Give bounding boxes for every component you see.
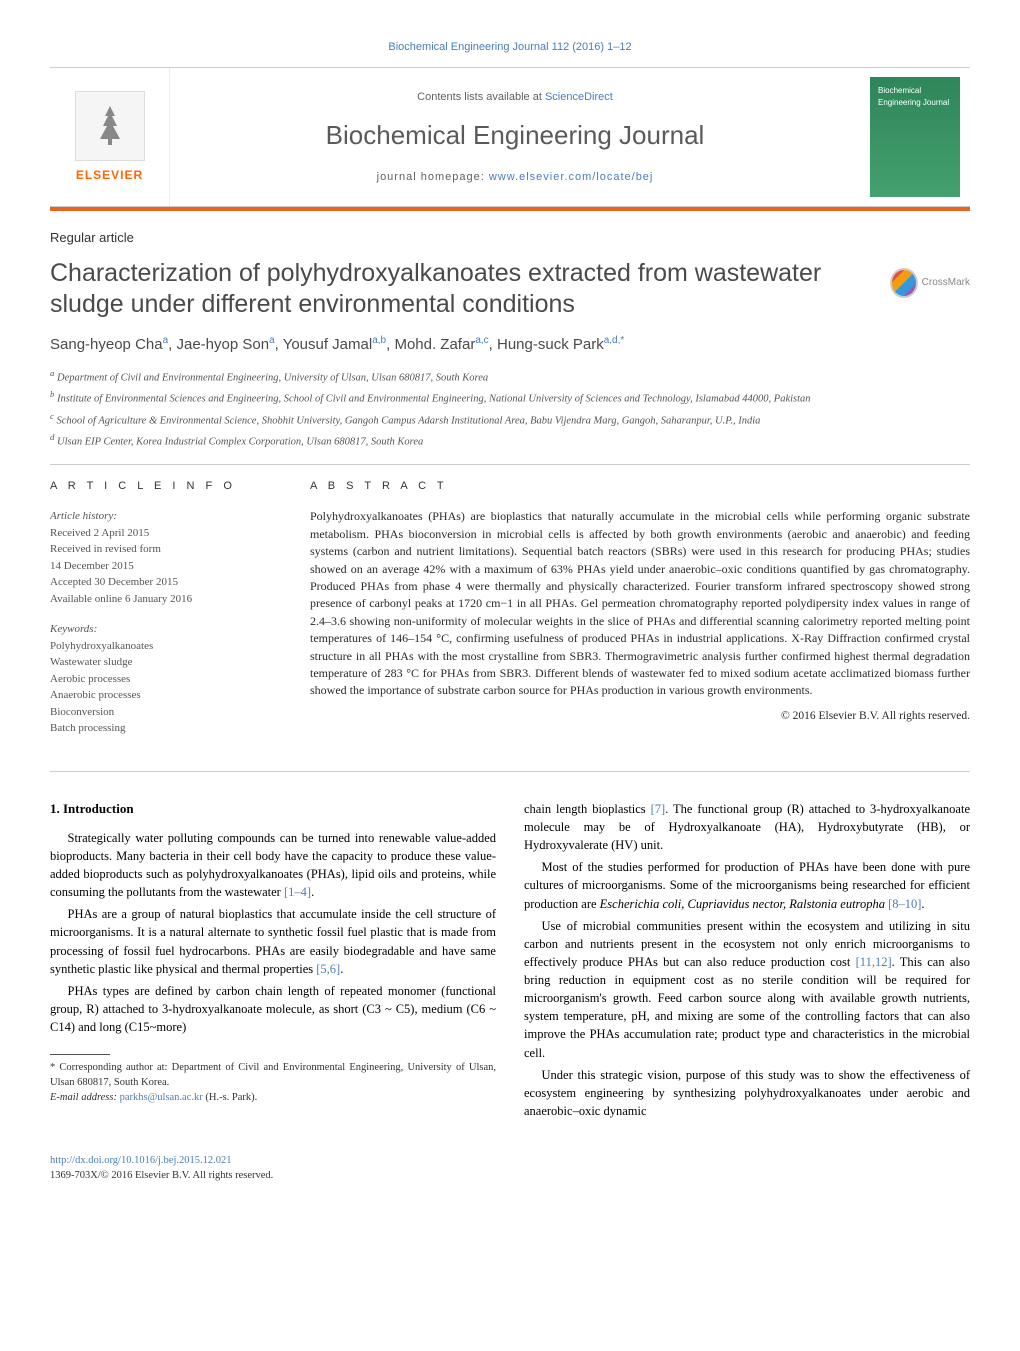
cover-title-text: Biochemical Engineering Journal [878,85,952,107]
citation-link[interactable]: [8–10] [888,897,921,911]
p5-end: . [921,897,924,911]
p2-text: PHAs are a group of natural bioplastics … [50,907,496,975]
orange-separator-rule [50,207,970,211]
contents-pre: Contents lists available at [417,91,545,103]
article-info-column: a r t i c l e i n f o Article history: R… [50,479,280,751]
p2-end: . [340,962,343,976]
email-line: E-mail address: parkhs@ulsan.ac.kr (H.-s… [50,1091,496,1106]
thin-rule-top [50,464,970,465]
citation-link[interactable]: [11,12] [856,955,892,969]
citation-link[interactable]: [7] [651,802,666,816]
affiliation-line: c School of Agriculture & Environmental … [50,410,970,429]
footnotes-block: * Corresponding author at: Department of… [50,1061,496,1105]
article-history-block: Article history: Received 2 April 2015Re… [50,508,280,607]
abstract-copyright: © 2016 Elsevier B.V. All rights reserved… [310,708,970,724]
body-paragraph: PHAs types are defined by carbon chain l… [50,982,496,1036]
body-paragraph: Most of the studies performed for produc… [524,858,970,912]
masthead-cover-block: Biochemical Engineering Journal [860,68,970,206]
header-citation: Biochemical Engineering Journal 112 (201… [50,40,970,55]
crossmark-badge[interactable]: CrossMark [890,258,970,308]
p1-end: . [311,885,314,899]
corresponding-author-note: * Corresponding author at: Department of… [50,1061,496,1090]
history-line: Received in revised form [50,541,280,558]
author-email-link[interactable]: parkhs@ulsan.ac.kr [120,1092,203,1103]
history-line: Received 2 April 2015 [50,525,280,542]
elsevier-tree-icon [75,91,145,161]
affiliation-line: b Institute of Environmental Sciences an… [50,388,970,407]
journal-homepage-link[interactable]: www.elsevier.com/locate/bej [489,171,654,183]
body-text-columns: 1. Introduction Strategically water poll… [50,800,970,1120]
body-paragraph: Strategically water polluting compounds … [50,829,496,902]
thin-rule-bottom [50,771,970,772]
affiliations-block: a Department of Civil and Environmental … [50,367,970,450]
author-list: Sang-hyeop Chaa, Jae-hyop Sona, Yousuf J… [50,334,970,355]
article-title: Characterization of polyhydroxyalkanoate… [50,258,870,321]
affiliation-line: a Department of Civil and Environmental … [50,367,970,386]
abstract-text: Polyhydroxyalkanoates (PHAs) are bioplas… [310,508,970,699]
article-type-label: Regular article [50,229,970,247]
keyword-item: Wastewater sludge [50,654,280,671]
p1-text: Strategically water polluting compounds … [50,831,496,899]
abstract-heading: a b s t r a c t [310,479,970,494]
history-label: Article history: [50,508,280,525]
introduction-heading: 1. Introduction [50,800,496,819]
history-line: Accepted 30 December 2015 [50,574,280,591]
homepage-label: journal homepage: [377,171,489,183]
keyword-item: Batch processing [50,720,280,737]
citation-link[interactable]: [5,6] [316,962,340,976]
history-line: Available online 6 January 2016 [50,591,280,608]
masthead-center: Contents lists available at ScienceDirec… [170,68,860,206]
keyword-item: Bioconversion [50,704,280,721]
keyword-item: Anaerobic processes [50,687,280,704]
keyword-item: Polyhydroxyalkanoates [50,638,280,655]
doi-link[interactable]: http://dx.doi.org/10.1016/j.bej.2015.12.… [50,1155,232,1166]
keywords-block: Keywords: PolyhydroxyalkanoatesWastewate… [50,621,280,737]
keywords-label: Keywords: [50,621,280,638]
sciencedirect-link[interactable]: ScienceDirect [545,91,613,103]
abstract-column: a b s t r a c t Polyhydroxyalkanoates (P… [310,479,970,751]
p4-pre: chain length bioplastics [524,802,651,816]
issn-copyright-line: 1369-703X/© 2016 Elsevier B.V. All right… [50,1170,273,1181]
doi-block: http://dx.doi.org/10.1016/j.bej.2015.12.… [50,1154,970,1183]
body-paragraph: chain length bioplastics [7]. The functi… [524,800,970,854]
crossmark-label: CrossMark [922,276,970,290]
keyword-item: Aerobic processes [50,671,280,688]
body-paragraph: PHAs are a group of natural bioplastics … [50,905,496,978]
body-paragraph: Under this strategic vision, purpose of … [524,1066,970,1120]
p5-organism-names: Escherichia coli, Cupriavidus nector, Ra… [600,897,888,911]
p6-post: . This can also bring reduction in equip… [524,955,970,1060]
journal-homepage-line: journal homepage: www.elsevier.com/locat… [377,170,654,185]
journal-masthead: ELSEVIER Contents lists available at Sci… [50,67,970,207]
contents-available-line: Contents lists available at ScienceDirec… [417,90,613,105]
journal-name: Biochemical Engineering Journal [326,117,705,153]
body-paragraph: Use of microbial communities present wit… [524,917,970,1062]
email-name: (H.-s. Park). [203,1092,258,1103]
publisher-block: ELSEVIER [50,68,170,206]
journal-cover-thumbnail: Biochemical Engineering Journal [870,77,960,197]
footnote-rule [50,1054,110,1055]
history-line: 14 December 2015 [50,558,280,575]
article-info-heading: a r t i c l e i n f o [50,479,280,494]
citation-link[interactable]: [1–4] [284,885,311,899]
elsevier-wordmark: ELSEVIER [76,167,143,184]
affiliation-line: d Ulsan EIP Center, Korea Industrial Com… [50,431,970,450]
crossmark-icon [890,268,918,298]
email-label: E-mail address: [50,1092,120,1103]
header-citation-link[interactable]: Biochemical Engineering Journal 112 (201… [388,41,631,53]
